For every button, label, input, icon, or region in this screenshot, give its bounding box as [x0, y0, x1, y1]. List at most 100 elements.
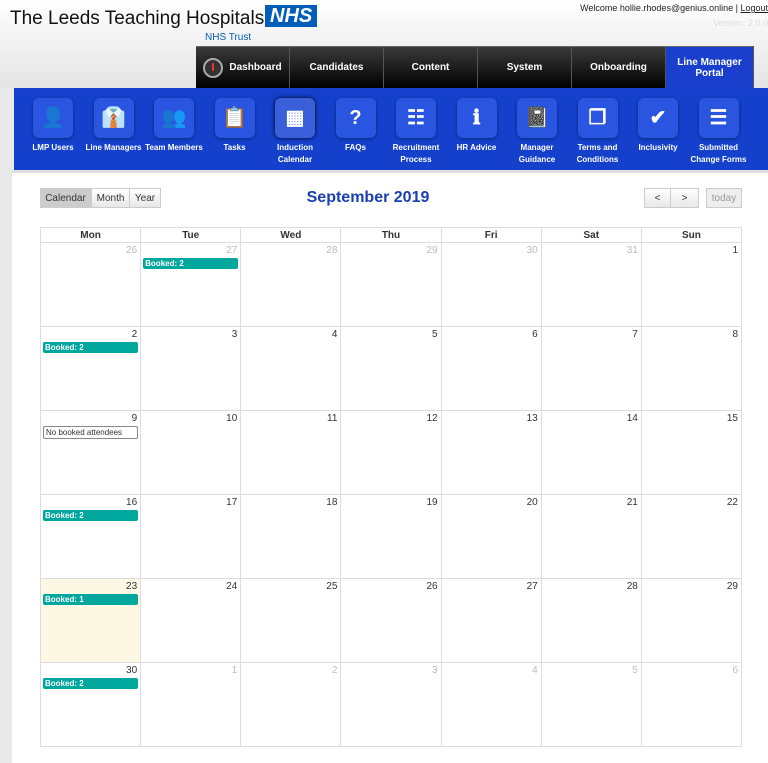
day-cell[interactable]: 6	[640, 662, 743, 747]
day-cell[interactable]: 21	[540, 494, 642, 579]
day-cell[interactable]: 25	[240, 578, 342, 663]
day-cell[interactable]: 31	[540, 242, 642, 327]
day-number: 24	[226, 581, 238, 592]
day-number: 8	[732, 329, 738, 340]
tab-label: Line Manager Portal	[677, 56, 742, 79]
tab-line-manager-portal[interactable]: Line Manager Portal	[666, 46, 754, 88]
tab-label: Dashboard	[229, 62, 282, 73]
day-cell[interactable]: 28	[240, 242, 342, 327]
nhs-logo: NHS	[265, 5, 318, 27]
day-cell[interactable]: 16 Booked: 2	[39, 494, 142, 579]
tab-candidates[interactable]: Candidates	[290, 46, 384, 88]
tab-system[interactable]: System	[478, 46, 572, 88]
calendar-event[interactable]: Booked: 2	[43, 678, 139, 689]
day-cell[interactable]: 23 Booked: 1	[39, 578, 142, 663]
day-cell[interactable]: 28	[540, 578, 642, 663]
terms-and-conditions-icon: ❐	[577, 98, 618, 138]
toolbar-terms-and-conditions[interactable]: ❐ Terms and Conditions	[567, 98, 629, 166]
day-cell[interactable]: 18	[240, 494, 342, 579]
day-number: 2	[131, 329, 138, 340]
logout-link[interactable]: Logout	[740, 3, 768, 13]
recruitment-process-icon: ☷	[396, 98, 436, 138]
day-cell[interactable]: 20	[440, 494, 542, 579]
day-cell[interactable]: 4	[440, 662, 542, 747]
day-cell[interactable]: 9 No booked attendees	[39, 410, 142, 495]
day-number: 4	[331, 329, 338, 340]
view-calendar-button[interactable]: Calendar	[40, 188, 91, 208]
toolbar-label: Tasks	[223, 143, 246, 152]
month-grid: Mon Tue Wed Thu Fri Sat Sun 26 27 Booked: 2 28 29 30…	[39, 227, 743, 747]
tab-onboarding[interactable]: Onboarding	[572, 46, 666, 88]
day-number: 21	[626, 497, 638, 508]
day-cell[interactable]: 5	[340, 326, 442, 411]
day-cell[interactable]: 27 Booked: 2	[140, 242, 242, 327]
toolbar-label: Manager Guidance	[518, 143, 556, 164]
day-cell[interactable]: 30	[440, 242, 542, 327]
version-text: Version: 2.0.0	[712, 18, 768, 28]
day-cell[interactable]: 26	[39, 242, 142, 327]
weekday-header: Tue	[140, 227, 242, 243]
day-cell[interactable]: 27	[440, 578, 542, 663]
day-cell[interactable]: 29	[340, 242, 442, 327]
day-cell[interactable]: 29	[640, 578, 743, 663]
calendar-event[interactable]: Booked: 1	[43, 594, 139, 605]
view-year-button[interactable]: Year	[129, 188, 161, 208]
toolbar-lmp-users[interactable]: 👤 LMP Users	[22, 98, 84, 154]
toolbar-manager-guidance[interactable]: 📓 Manager Guidance	[506, 98, 568, 166]
tab-label: System	[506, 62, 543, 73]
tab-label: Content	[411, 62, 450, 73]
toolbar-label: Inclusivity	[638, 143, 678, 152]
day-number: 27	[526, 581, 538, 592]
day-cell[interactable]: 13	[440, 410, 542, 495]
day-cell[interactable]: 7	[540, 326, 642, 411]
toolbar-tasks[interactable]: 📋 Tasks	[204, 98, 266, 154]
day-cell[interactable]: 15	[640, 410, 743, 495]
day-cell[interactable]: 30 Booked: 2	[39, 662, 142, 747]
next-button[interactable]: >	[670, 188, 699, 208]
toolbar-label: FAQs	[345, 143, 366, 152]
calendar-event[interactable]: Booked: 2	[43, 342, 139, 353]
dashboard-gauge-icon	[203, 57, 224, 78]
toolbar-inclusivity[interactable]: ✔ Inclusivity	[627, 98, 689, 154]
day-cell[interactable]: 17	[140, 494, 242, 579]
day-number: 26	[426, 581, 438, 592]
tab-content[interactable]: Content	[384, 46, 478, 88]
day-cell[interactable]: 10	[140, 410, 242, 495]
today-button[interactable]: today	[706, 188, 742, 208]
day-cell[interactable]: 3	[340, 662, 442, 747]
toolbar-team-members[interactable]: 👥 Team Members	[143, 98, 205, 154]
calendar-event[interactable]: Booked: 2	[43, 510, 139, 521]
toolbar-label: Team Members	[145, 143, 203, 152]
day-cell[interactable]: 24	[140, 578, 242, 663]
day-cell[interactable]: 1	[140, 662, 242, 747]
toolbar-induction-calendar[interactable]: ▦ Induction Calendar	[264, 98, 326, 166]
tab-dashboard[interactable]: Dashboard	[196, 46, 290, 88]
day-cell[interactable]: 2	[240, 662, 342, 747]
toolbar-hr-advice[interactable]: ℹ HR Advice	[446, 98, 508, 154]
day-cell[interactable]: 14	[540, 410, 642, 495]
trust-label: NHS Trust	[205, 32, 252, 43]
day-cell[interactable]: 3	[140, 326, 242, 411]
day-cell[interactable]: 11	[240, 410, 342, 495]
day-cell[interactable]: 22	[640, 494, 743, 579]
toolbar-recruitment-process[interactable]: ☷ Recruitment Process	[385, 98, 447, 166]
toolbar-faqs[interactable]: ? FAQs	[325, 98, 387, 154]
calendar-event[interactable]: Booked: 2	[143, 258, 239, 269]
day-cell[interactable]: 1	[640, 242, 743, 327]
day-cell[interactable]: 19	[340, 494, 442, 579]
day-number: 7	[632, 329, 638, 340]
day-cell[interactable]: 6	[440, 326, 542, 411]
day-cell[interactable]: 8	[640, 326, 743, 411]
day-number: 5	[432, 329, 438, 340]
prev-button[interactable]: <	[644, 188, 671, 208]
day-cell[interactable]: 26	[340, 578, 442, 663]
lmp-users-icon: 👤	[33, 98, 73, 138]
toolbar-label: Terms and Conditions	[576, 143, 619, 164]
calendar-event[interactable]: No booked attendees	[43, 426, 139, 439]
day-cell[interactable]: 5	[540, 662, 642, 747]
day-cell[interactable]: 12	[340, 410, 442, 495]
toolbar-line-managers[interactable]: 👔 Line Managers	[83, 98, 145, 154]
toolbar-submitted-change-forms[interactable]: ☰ Submitted Change Forms	[688, 98, 750, 166]
day-cell[interactable]: 2 Booked: 2	[39, 326, 142, 411]
day-cell[interactable]: 4	[240, 326, 342, 411]
